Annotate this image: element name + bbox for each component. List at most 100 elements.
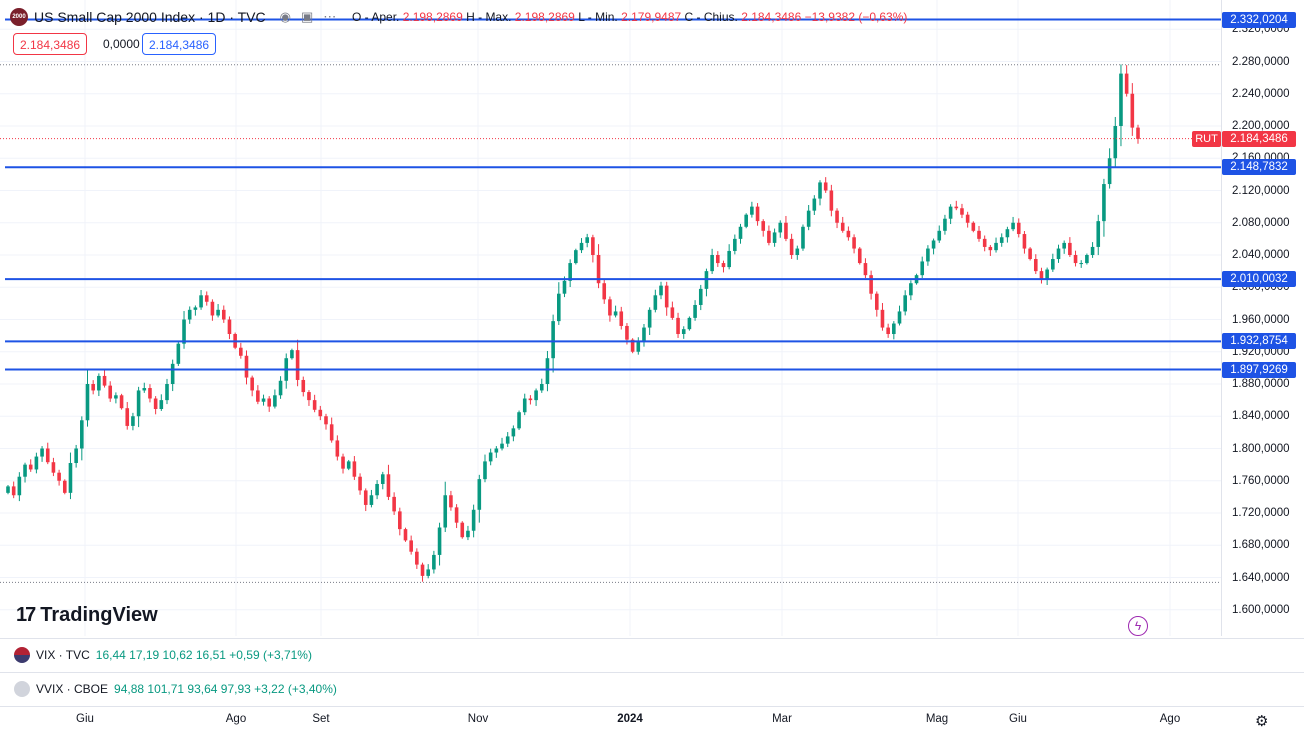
candle-body [244, 355, 249, 378]
candle [931, 238, 936, 255]
buy-price-button[interactable]: 2.184,3486 [142, 33, 217, 55]
candle-body [369, 495, 374, 505]
close-label: C - Chius. [684, 10, 738, 24]
candle [284, 353, 289, 389]
candle-body [1028, 248, 1032, 260]
candle [1130, 83, 1135, 136]
candle-body [1130, 93, 1135, 128]
candle [539, 378, 544, 393]
candle [1102, 178, 1106, 237]
candle [568, 259, 572, 288]
gear-icon[interactable]: ⚙ [1255, 713, 1269, 730]
candle [1056, 244, 1061, 263]
candle-body [85, 384, 90, 421]
indicator-vvix[interactable]: VVIX · CBOE 94,88 101,71 93,64 97,93 +3,… [14, 679, 337, 699]
candle-body [738, 226, 743, 239]
candle [988, 245, 993, 256]
candle-body [619, 311, 624, 326]
candle [375, 480, 379, 500]
line-price-flag[interactable]: 1.932,8754 [1222, 333, 1296, 350]
indicator-vix[interactable]: VIX · TVC 16,44 17,19 10,62 16,51 +0,59 … [14, 645, 312, 665]
tradingview-logo[interactable]: 17 TradingView [16, 604, 158, 627]
candle [965, 211, 970, 228]
candle-body [869, 275, 873, 294]
time-tick-label: Mar [772, 713, 792, 725]
candle [261, 394, 266, 406]
candle-body [806, 210, 811, 227]
eye-icon[interactable]: ◉ [279, 9, 291, 24]
candle-body [119, 395, 124, 409]
candle-body [380, 474, 385, 484]
candle-body [363, 490, 368, 505]
candle [369, 489, 374, 508]
candle [210, 299, 215, 321]
candle [613, 305, 618, 318]
candle-body [256, 390, 260, 402]
line-price-flag[interactable]: 2.010,0032 [1222, 271, 1296, 288]
candle-body [341, 456, 345, 469]
candle-body [74, 448, 78, 464]
line-price-flag[interactable]: 2.332,0204 [1222, 11, 1296, 28]
candle [551, 314, 555, 373]
candle-body [335, 440, 340, 457]
candle-body [982, 238, 987, 247]
candle [227, 316, 232, 340]
price-axis[interactable] [1221, 0, 1304, 636]
candle [738, 223, 743, 244]
candle-body [585, 237, 589, 243]
candle [727, 244, 731, 270]
candle-body [999, 237, 1004, 243]
candle-body [437, 527, 442, 555]
candle-body [892, 323, 896, 335]
candle [721, 260, 726, 273]
candle-body [488, 452, 493, 462]
line-price-flag[interactable]: 1.897,9269 [1222, 361, 1296, 378]
candle-body [409, 540, 413, 552]
candle [1107, 148, 1112, 189]
settings-icon[interactable]: ▣ [300, 9, 314, 24]
candle-body [273, 395, 277, 407]
bolt-icon[interactable]: ϟ [1128, 616, 1148, 636]
candle-body [574, 250, 578, 264]
open-value: 2.198,2869 [402, 10, 463, 24]
chart-grid [0, 0, 1221, 636]
symbol-legend[interactable]: 2000 US Small Cap 2000 Index · 1D · TVC … [10, 5, 336, 29]
candle-body [676, 317, 680, 335]
candle [767, 225, 771, 246]
more-icon[interactable]: ⋯ [323, 9, 337, 24]
candle [108, 381, 113, 402]
candle [80, 416, 84, 461]
candle-body [142, 388, 147, 391]
candle [182, 311, 186, 349]
candle-body [295, 350, 300, 380]
candle [1068, 237, 1072, 257]
sell-price-button[interactable]: 2.184,3486 [13, 33, 88, 55]
candle [165, 378, 169, 405]
candle-body [500, 443, 504, 449]
candle-body [267, 398, 272, 407]
time-tick-label: Nov [467, 713, 489, 725]
line-price-flag[interactable]: 2.148,7832 [1222, 159, 1296, 176]
candle [511, 425, 516, 442]
candle-body [761, 221, 766, 231]
candle [278, 376, 283, 399]
candle [999, 233, 1004, 247]
candle-body [710, 255, 714, 272]
candle [920, 256, 925, 279]
time-tick-label: 2024 [617, 713, 643, 725]
candle [91, 380, 95, 395]
candle [57, 469, 61, 486]
candle [1079, 260, 1084, 268]
candle-body [148, 388, 152, 399]
candle-body [6, 486, 10, 493]
candle-body [971, 222, 976, 231]
candle [125, 401, 130, 430]
candle-body [358, 476, 362, 491]
candle [874, 291, 879, 317]
candle [926, 245, 930, 266]
symbol-title[interactable]: US Small Cap 2000 Index · 1D · TVC [34, 9, 266, 25]
candle-body [857, 248, 862, 264]
candle [522, 393, 527, 416]
candle [420, 562, 425, 582]
